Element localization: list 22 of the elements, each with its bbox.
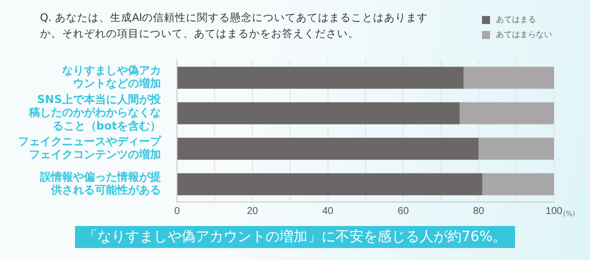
legend-label: あてはまる <box>496 14 536 25</box>
text: 「なりすましや偽アカウントの増加」に不安を感じる人が約76%。 <box>75 226 515 248</box>
x-tick-label: 100 <box>546 206 563 217</box>
bar <box>178 173 482 196</box>
y-tick-label: なりすましや偽アカウントなどの増加 <box>62 64 161 90</box>
bar <box>178 102 460 124</box>
chart-title: Q. あなたは、生成AIの信頼性に関する懸念についてあてはまることはありますか。それぞれの項目について、あてはまるかをお答えください。 <box>40 11 430 42</box>
x-tick-label: 20 <box>246 206 258 217</box>
bar <box>460 102 554 124</box>
bar <box>178 66 464 89</box>
y-tick-label: フェイクニュースやディープフェイクコンテンツの増加 <box>18 135 162 162</box>
x-tick-label: 80 <box>473 206 485 217</box>
legend-label: あてはまらない <box>496 29 552 40</box>
bar <box>178 138 479 160</box>
bar <box>478 138 554 160</box>
x-tick-label: 0 <box>174 206 180 217</box>
y-tick-label: SNS上で本当に人間が投稿したのかがわからなくなること（botを含む） <box>28 92 162 132</box>
y-tick-label: 誤情報や偏った情報が提供される可能性がある <box>39 170 161 197</box>
bar <box>482 173 554 196</box>
x-tick-label: 40 <box>322 206 334 217</box>
x-tick-label: 60 <box>398 206 410 217</box>
bar <box>464 66 554 89</box>
